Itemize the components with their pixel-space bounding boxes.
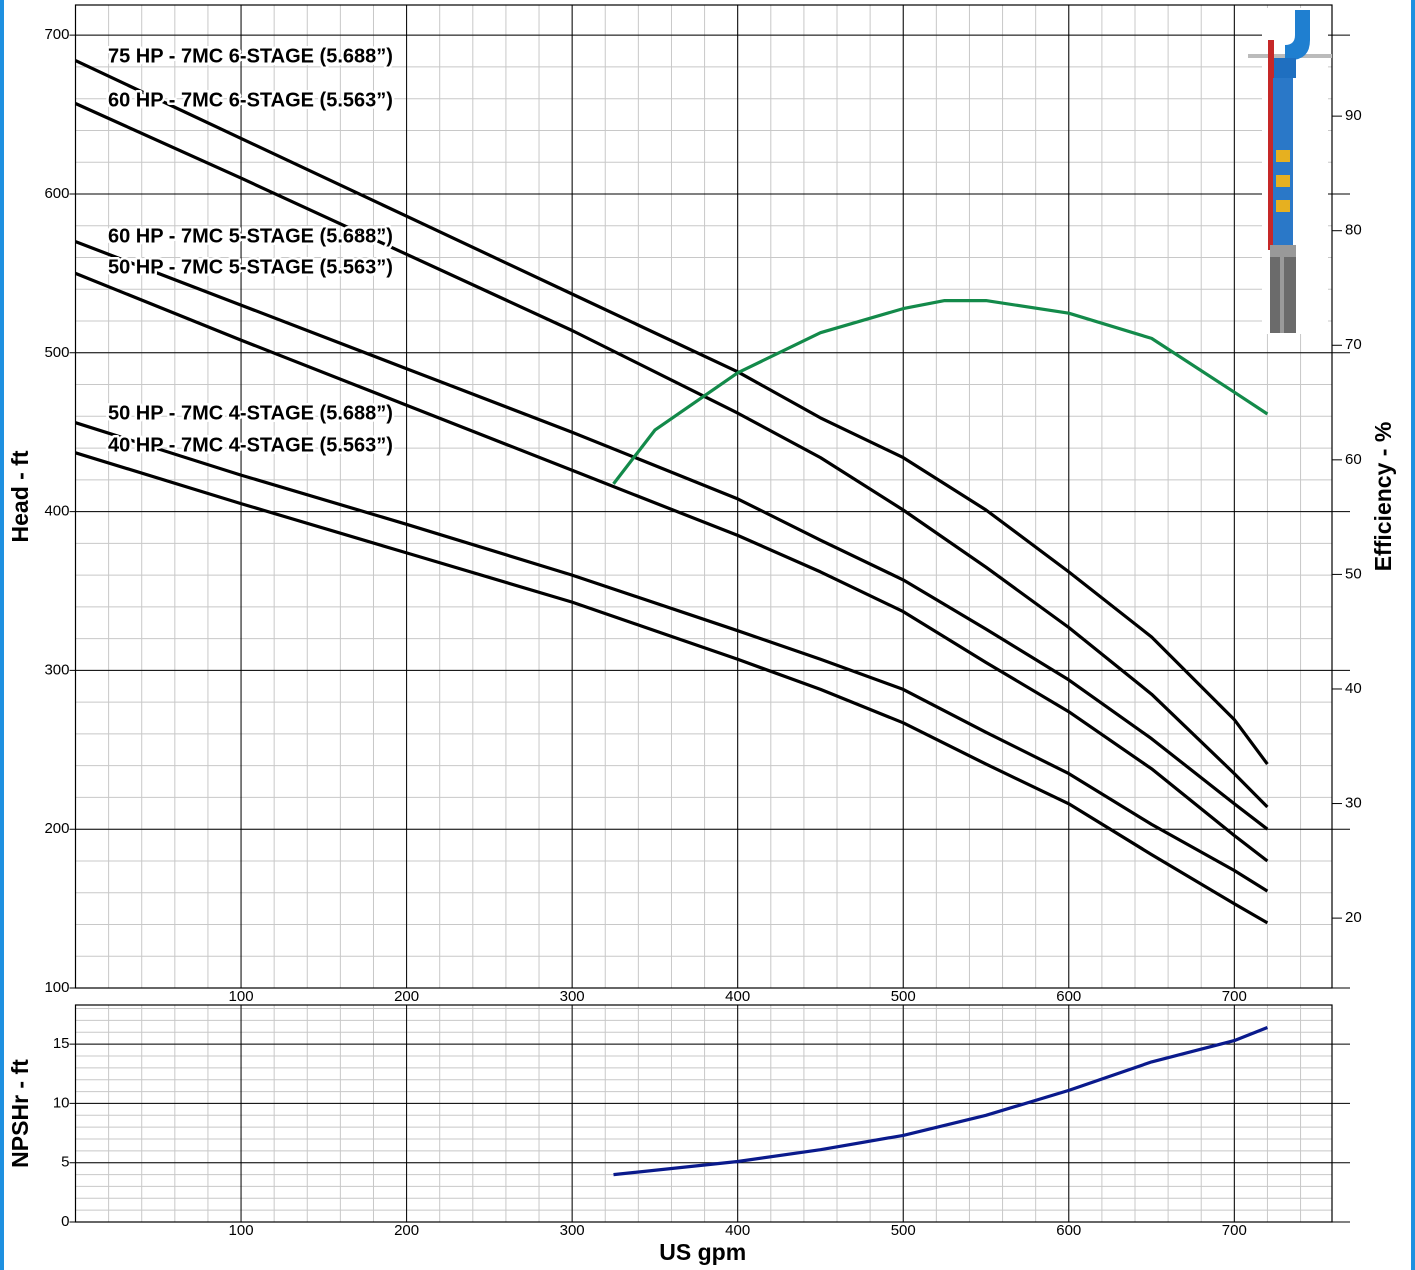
y-tick-label: 300	[44, 661, 69, 678]
x-tick-label: 400	[725, 988, 750, 1005]
x-axis-title: US gpm	[659, 1239, 746, 1265]
y2-axis-title: Efficiency - %	[1370, 422, 1396, 572]
series-line	[74, 102, 1269, 809]
curve-label: 60 HP - 7MC 5-STAGE (5.688”)	[108, 225, 393, 247]
series-line	[612, 299, 1269, 485]
y-tick-label: 15	[53, 1035, 70, 1052]
x-tick-label: 700	[1222, 1222, 1247, 1239]
curve-label: 50 HP - 7MC 5-STAGE (5.563”)	[108, 256, 393, 278]
y-tick-label: 700	[44, 26, 69, 43]
y-tick-label: 500	[44, 344, 69, 361]
x-tick-label: 600	[1056, 988, 1081, 1005]
x-tick-label: 200	[394, 1222, 419, 1239]
x-tick-label: 700	[1222, 988, 1247, 1005]
series-line	[75, 451, 1269, 925]
series-line	[74, 59, 1269, 766]
y2-tick-label: 20	[1345, 909, 1362, 926]
series-line	[75, 421, 1269, 893]
page-border	[0, 0, 4, 1270]
y-tick-label: 200	[44, 820, 69, 837]
x-tick-label: 500	[891, 1222, 916, 1239]
x-tick-label: 600	[1056, 1222, 1081, 1239]
y-tick-label: 10	[53, 1094, 70, 1111]
y-tick-label: 100	[44, 979, 69, 996]
y2-tick-label: 40	[1345, 680, 1362, 697]
y-tick-label: 5	[61, 1154, 69, 1171]
y-tick-label: 400	[44, 503, 69, 520]
curve-label: 50 HP - 7MC 4-STAGE (5.688”)	[108, 402, 393, 424]
series-line	[74, 240, 1269, 831]
y2-tick-label: 60	[1345, 451, 1362, 468]
x-tick-label: 500	[891, 988, 916, 1005]
x-tick-label: 100	[229, 1222, 254, 1239]
y-axis-title: Head - ft	[7, 450, 33, 542]
series-line	[74, 271, 1269, 863]
curve-label: 75 HP - 7MC 6-STAGE (5.688”)	[108, 45, 393, 67]
x-tick-label: 400	[725, 1222, 750, 1239]
y2-tick-label: 90	[1345, 107, 1362, 124]
y-tick-label: 600	[44, 185, 69, 202]
y2-tick-label: 30	[1345, 795, 1362, 812]
page-border	[1411, 0, 1415, 1270]
y-tick-label: 0	[61, 1213, 69, 1230]
series-line	[613, 1026, 1268, 1177]
plot-frame	[74, 4, 1333, 989]
y-axis-title: NPSHr - ft	[7, 1059, 33, 1168]
plot-layer: 100 200 300 400 500 600 7001002003004005006007…	[7, 4, 1396, 1265]
y2-tick-label: 50	[1345, 565, 1362, 582]
curve-label: 40 HP - 7MC 4-STAGE (5.563”)	[108, 434, 393, 456]
y2-tick-label: 70	[1345, 336, 1362, 353]
curve-label: 60 HP - 7MC 6-STAGE (5.563”)	[108, 89, 393, 111]
y2-tick-label: 80	[1345, 222, 1362, 239]
x-tick-label: 100	[229, 988, 254, 1005]
x-tick-label: 300	[560, 1222, 585, 1239]
x-tick-label: 200	[394, 988, 419, 1005]
x-tick-label: 300	[560, 988, 585, 1005]
pump-illustration	[1248, 8, 1332, 334]
plot-frame	[74, 1004, 1333, 1223]
